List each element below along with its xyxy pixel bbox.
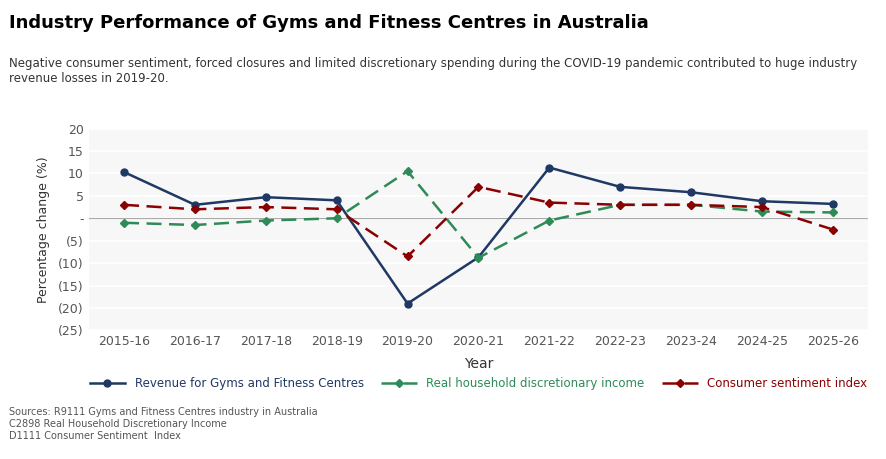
Text: Sources: R9111 Gyms and Fitness Centres industry in Australia
C2898 Real Househo: Sources: R9111 Gyms and Fitness Centres … (9, 408, 317, 441)
Text: WHERE KNOWLEDGE IS POWER: WHERE KNOWLEDGE IS POWER (741, 448, 836, 452)
X-axis label: Year: Year (463, 357, 494, 371)
Y-axis label: Percentage change (%): Percentage change (%) (37, 156, 50, 303)
Text: IBISWorld: IBISWorld (740, 420, 837, 438)
Text: Negative consumer sentiment, forced closures and limited discretionary spending : Negative consumer sentiment, forced clos… (9, 57, 857, 85)
Legend: Revenue for Gyms and Fitness Centres, Real household discretionary income, Consu: Revenue for Gyms and Fitness Centres, Re… (85, 373, 872, 395)
Text: Industry Performance of Gyms and Fitness Centres in Australia: Industry Performance of Gyms and Fitness… (9, 14, 649, 32)
